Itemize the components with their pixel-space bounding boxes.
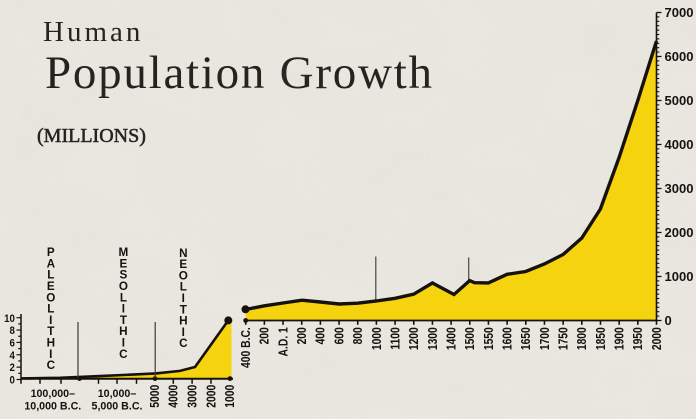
svg-text:5,000 B.C.: 5,000 B.C.: [92, 400, 143, 412]
svg-text:1650: 1650: [520, 327, 533, 350]
svg-text:4: 4: [10, 349, 15, 362]
svg-text:2000: 2000: [651, 327, 664, 350]
svg-text:1950: 1950: [632, 327, 645, 350]
svg-text:I: I: [182, 326, 185, 339]
svg-text:3000: 3000: [665, 181, 694, 196]
svg-text:10,000 B.C.: 10,000 B.C.: [24, 400, 81, 412]
svg-text:1500: 1500: [464, 327, 477, 350]
svg-text:1200: 1200: [408, 327, 421, 350]
svg-text:1400: 1400: [446, 327, 459, 350]
svg-text:C: C: [179, 337, 188, 350]
svg-text:3000: 3000: [187, 385, 200, 408]
svg-text:I: I: [182, 292, 185, 305]
svg-text:4000: 4000: [665, 137, 694, 152]
svg-text:S: S: [120, 269, 128, 282]
svg-text:1000: 1000: [224, 385, 237, 408]
svg-text:600: 600: [334, 327, 347, 344]
svg-text:C: C: [119, 348, 128, 361]
svg-text:E: E: [120, 257, 128, 270]
svg-text:5000: 5000: [665, 93, 694, 108]
svg-text:I: I: [49, 314, 52, 327]
svg-text:1600: 1600: [502, 327, 515, 350]
svg-text:H: H: [119, 325, 127, 338]
svg-text:7000: 7000: [665, 5, 694, 20]
svg-text:T: T: [120, 314, 128, 327]
svg-text:A.D. 1: A.D. 1: [278, 327, 291, 357]
svg-text:L: L: [120, 291, 127, 304]
svg-text:6: 6: [10, 337, 15, 350]
svg-text:6000: 6000: [665, 49, 694, 64]
svg-text:E: E: [47, 280, 55, 293]
svg-text:10,000–: 10,000–: [98, 388, 137, 400]
svg-text:I: I: [122, 337, 125, 350]
svg-text:I: I: [49, 348, 52, 361]
svg-text:400 B.C.: 400 B.C.: [240, 327, 253, 368]
svg-text:L: L: [180, 281, 187, 294]
svg-text:200: 200: [259, 327, 272, 344]
svg-text:T: T: [180, 303, 188, 316]
svg-text:T: T: [47, 325, 55, 338]
svg-text:4000: 4000: [168, 385, 181, 408]
svg-text:0: 0: [665, 313, 672, 328]
svg-text:1700: 1700: [539, 327, 552, 350]
svg-text:L: L: [47, 269, 54, 282]
svg-text:1000: 1000: [371, 327, 384, 350]
svg-text:A: A: [47, 257, 56, 270]
svg-text:2000: 2000: [665, 225, 694, 240]
svg-text:1300: 1300: [427, 327, 440, 350]
svg-text:1900: 1900: [614, 327, 627, 350]
svg-text:O: O: [119, 280, 128, 293]
svg-text:10: 10: [4, 312, 15, 325]
svg-text:8: 8: [10, 324, 15, 337]
svg-text:2: 2: [10, 362, 15, 375]
svg-text:800: 800: [352, 327, 365, 344]
svg-text:N: N: [179, 247, 187, 260]
svg-text:5000: 5000: [149, 385, 162, 408]
svg-text:1850: 1850: [595, 327, 608, 350]
svg-text:O: O: [46, 291, 55, 304]
svg-text:2000: 2000: [206, 385, 219, 408]
svg-text:1100: 1100: [390, 327, 403, 349]
svg-text:P: P: [47, 246, 55, 259]
svg-text:C: C: [47, 359, 56, 372]
svg-text:L: L: [47, 303, 54, 316]
svg-text:H: H: [179, 315, 187, 328]
svg-text:E: E: [179, 258, 187, 271]
svg-text:1550: 1550: [483, 327, 496, 350]
svg-text:0: 0: [10, 374, 15, 387]
svg-text:1800: 1800: [576, 327, 589, 350]
svg-text:1000: 1000: [665, 269, 694, 284]
svg-text:400: 400: [315, 327, 328, 344]
svg-text:H: H: [47, 337, 55, 350]
svg-text:100,000–: 100,000–: [31, 388, 75, 400]
svg-text:I: I: [122, 303, 125, 316]
svg-text:1750: 1750: [558, 327, 571, 350]
svg-text:O: O: [179, 269, 188, 282]
svg-text:200: 200: [296, 327, 309, 344]
svg-text:M: M: [119, 246, 129, 259]
